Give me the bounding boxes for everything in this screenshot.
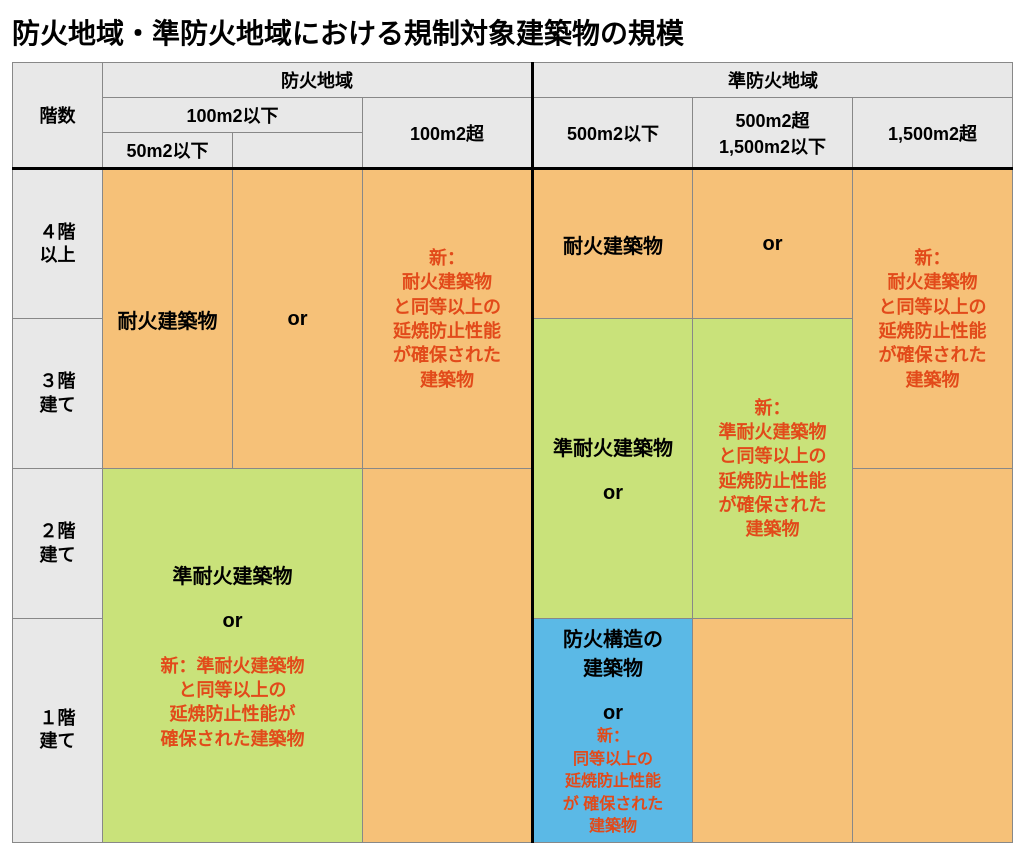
fire-taika-new: 新：耐火建築物と同等以上の延焼防止性能が確保された建築物 <box>363 169 533 469</box>
lbl-taika: 耐火建築物 <box>118 311 218 333</box>
lbl-or-5: or <box>603 702 623 724</box>
lbl-boka: 防火構造の建築物 <box>563 629 663 680</box>
regulation-table: 階数 防火地域 準防火地域 100m2以下 100m2超 500m2以下 500… <box>12 62 1013 843</box>
quasi-blue-boka: 防火構造の建築物 or 新：同等以上の延焼防止性能が 確保された建築物 <box>533 619 693 843</box>
lbl-juntaika-1: 準耐火建築物 <box>553 438 673 460</box>
hdr-floors: 階数 <box>13 63 103 169</box>
quasi-orange-1500o-lower <box>853 469 1013 843</box>
row-4f: ４階以上 <box>13 169 103 319</box>
row-2f: ２階建て <box>13 469 103 619</box>
fire-orange-100o-lower <box>363 469 533 843</box>
quasi-r4-taika: 耐火建築物 <box>533 169 693 319</box>
hdr-quasi-zone: 準防火地域 <box>533 63 1013 98</box>
hdr-500-1500: 500m2超1,500m2以下 <box>693 98 853 169</box>
fire-green-juntaika: 準耐火建築物 or 新：準耐火建築物と同等以上の延焼防止性能が確保された建築物 <box>103 469 363 843</box>
row-1f: １階建て <box>13 619 103 843</box>
lbl-taika-2: 耐火建築物 <box>563 236 663 258</box>
hdr-blank <box>233 133 363 169</box>
lbl-new-juntaika-1: 新：準耐火建築物と同等以上の延焼防止性能が確保された建築物 <box>719 398 827 539</box>
lbl-new-blue: 新：同等以上の延焼防止性能が 確保された建築物 <box>563 728 663 835</box>
lbl-or-2: or <box>763 233 783 255</box>
lbl-juntaika-2: 準耐火建築物 <box>173 566 293 588</box>
quasi-green-new-juntaika: 新：準耐火建築物と同等以上の延焼防止性能が確保された建築物 <box>693 319 853 619</box>
lbl-new-taika-2: 新：耐火建築物と同等以上の延焼防止性能が確保された建築物 <box>879 248 987 389</box>
quasi-orange-500-1500-lower <box>693 619 853 843</box>
lbl-new-juntaika-wide: 新：準耐火建築物と同等以上の延焼防止性能が確保された建築物 <box>161 656 305 749</box>
hdr-100u: 100m2以下 <box>103 98 363 133</box>
lbl-or-4: or <box>223 610 243 632</box>
hdr-50u: 50m2以下 <box>103 133 233 169</box>
hdr-500u: 500m2以下 <box>533 98 693 169</box>
lbl-or-3: or <box>603 482 623 504</box>
lbl-or: or <box>288 308 308 330</box>
fire-taika-or: or <box>233 169 363 469</box>
hdr-100o: 100m2超 <box>363 98 533 169</box>
quasi-r4-or: or <box>693 169 853 319</box>
hdr-1500o: 1,500m2超 <box>853 98 1013 169</box>
hdr-fire-zone: 防火地域 <box>103 63 533 98</box>
quasi-green-juntaika-label: 準耐火建築物 or <box>533 319 693 619</box>
quasi-r4r3-new-taika: 新：耐火建築物と同等以上の延焼防止性能が確保された建築物 <box>853 169 1013 469</box>
page-title: 防火地域・準防火地域における規制対象建築物の規模 <box>12 12 1012 52</box>
lbl-new-taika-1: 新：耐火建築物と同等以上の延焼防止性能が確保された建築物 <box>393 248 501 389</box>
fire-taika-main: 耐火建築物 <box>103 169 233 469</box>
row-3f: ３階建て <box>13 319 103 469</box>
